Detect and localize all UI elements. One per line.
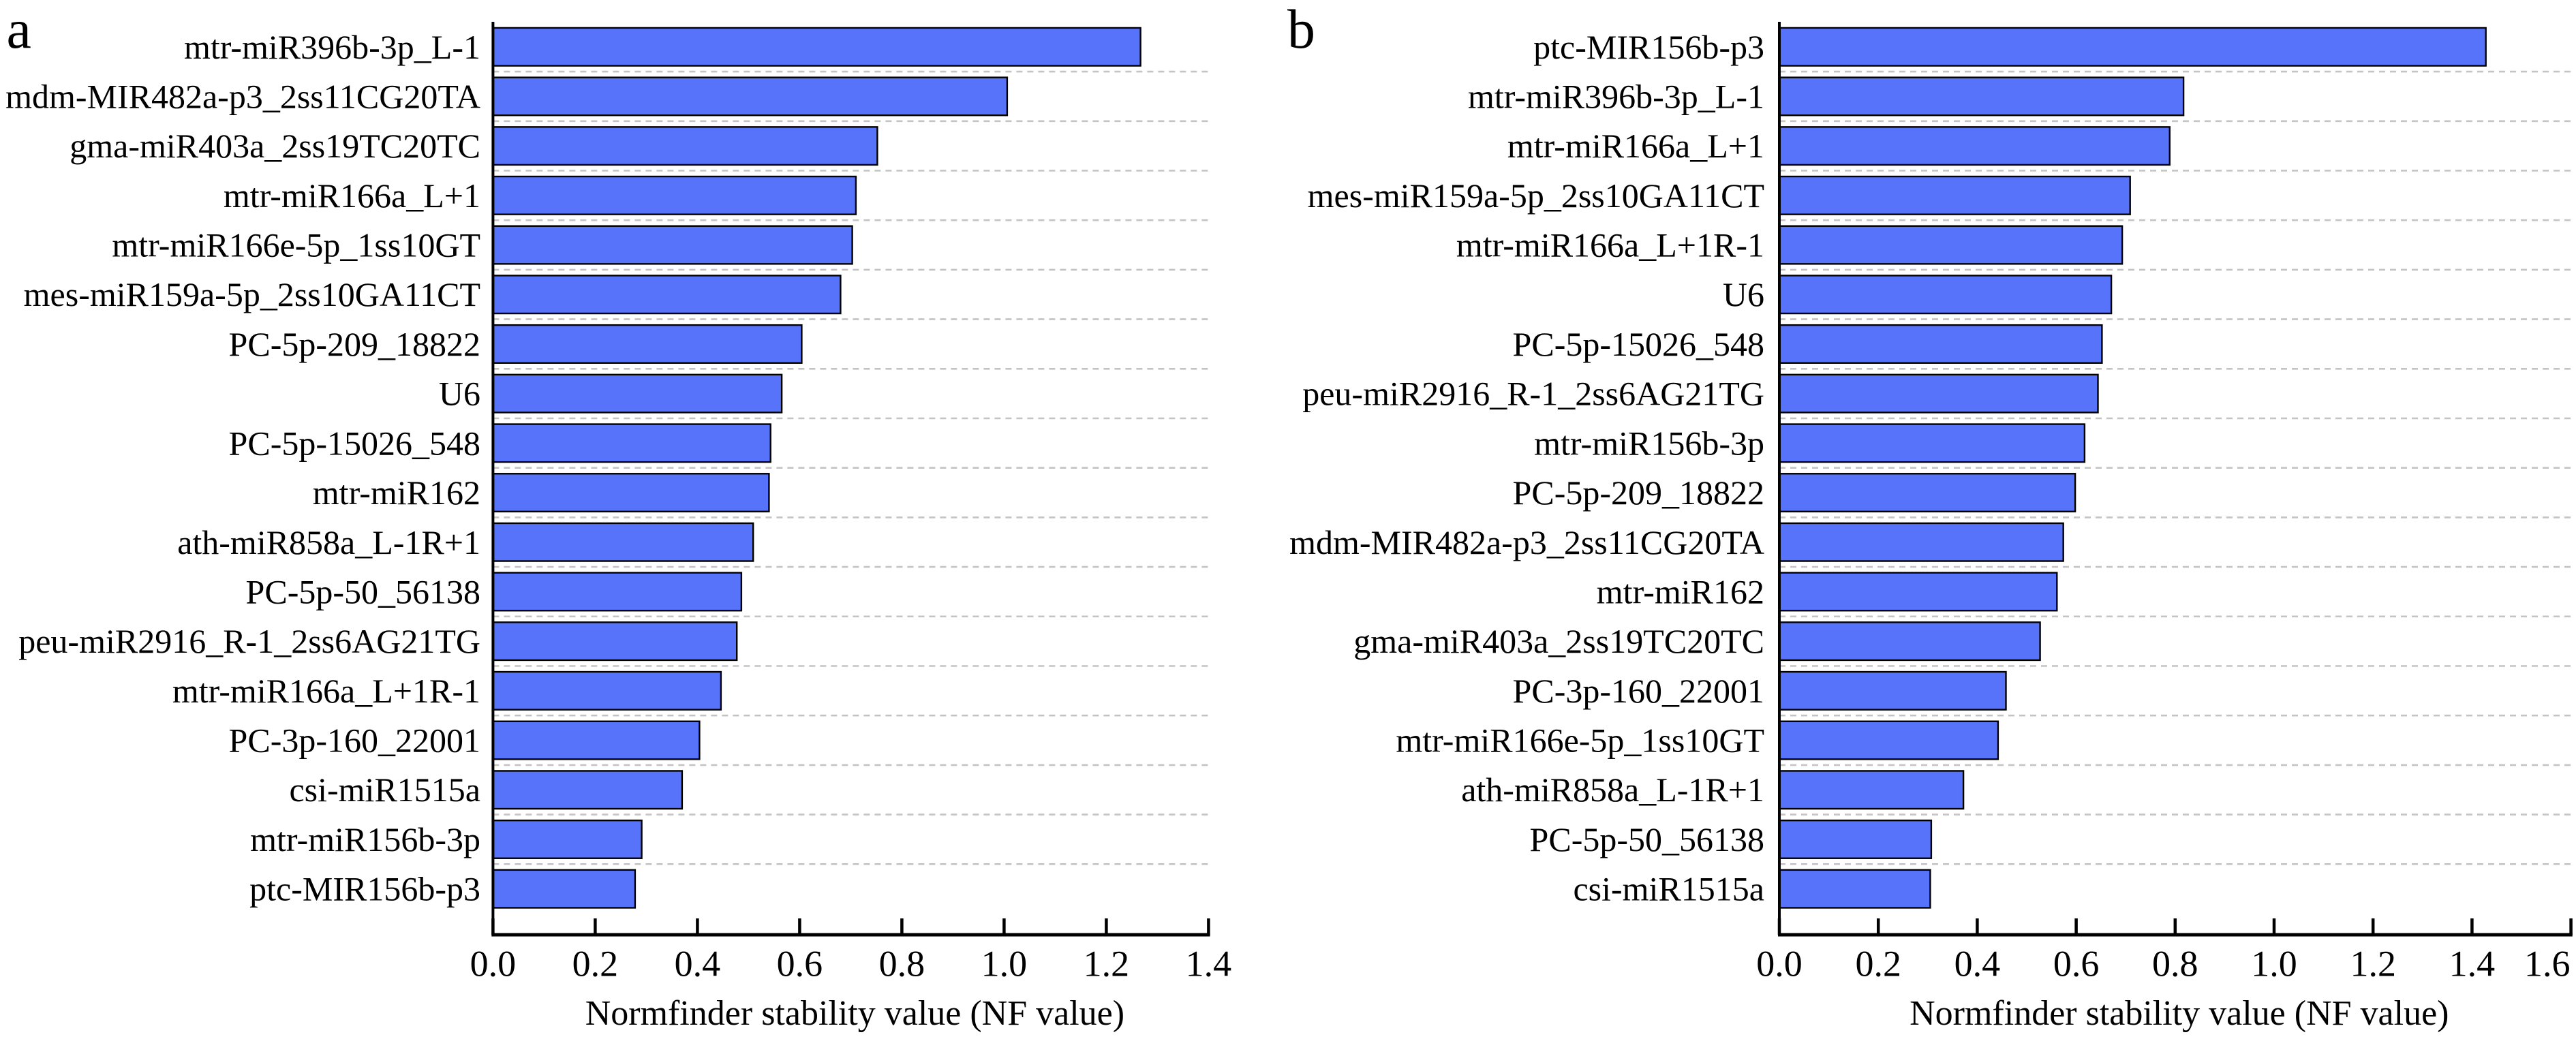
svg-text:peu-miR2916_R-1_2ss6AG21TG: peu-miR2916_R-1_2ss6AG21TG xyxy=(18,622,480,660)
svg-text:mtr-miR156b-3p: mtr-miR156b-3p xyxy=(250,820,480,858)
svg-text:ath-miR858a_L-1R+1: ath-miR858a_L-1R+1 xyxy=(1461,771,1764,809)
svg-text:1.2: 1.2 xyxy=(2350,944,2396,984)
svg-text:PC-5p-209_18822: PC-5p-209_18822 xyxy=(229,325,480,363)
svg-text:mtr-miR156b-3p: mtr-miR156b-3p xyxy=(1534,424,1764,462)
svg-text:0.6: 0.6 xyxy=(2053,944,2100,984)
svg-text:mtr-miR396b-3p_L-1: mtr-miR396b-3p_L-1 xyxy=(1468,77,1764,115)
svg-text:0.8: 0.8 xyxy=(879,944,925,984)
svg-text:gma-miR403a_2ss19TC20TC: gma-miR403a_2ss19TC20TC xyxy=(70,127,480,165)
svg-text:b: b xyxy=(1287,0,1315,60)
svg-text:mtr-miR166a_L+1: mtr-miR166a_L+1 xyxy=(1507,127,1764,165)
svg-text:PC-3p-160_22001: PC-3p-160_22001 xyxy=(229,722,480,760)
svg-text:gma-miR403a_2ss19TC20TC: gma-miR403a_2ss19TC20TC xyxy=(1353,622,1764,660)
svg-text:PC-5p-15026_548: PC-5p-15026_548 xyxy=(229,424,480,462)
svg-text:csi-miR1515a: csi-miR1515a xyxy=(289,771,480,809)
svg-text:PC-5p-50_56138: PC-5p-50_56138 xyxy=(1530,820,1764,858)
svg-text:peu-miR2916_R-1_2ss6AG21TG: peu-miR2916_R-1_2ss6AG21TG xyxy=(1302,375,1764,413)
svg-text:0.2: 0.2 xyxy=(1855,944,1901,984)
svg-text:0.4: 0.4 xyxy=(675,944,721,984)
svg-text:1.0: 1.0 xyxy=(2251,944,2297,984)
svg-text:U6: U6 xyxy=(439,375,480,413)
svg-text:1.2: 1.2 xyxy=(1084,944,1130,984)
svg-text:csi-miR1515a: csi-miR1515a xyxy=(1573,870,1764,908)
svg-text:U6: U6 xyxy=(1723,275,1764,313)
svg-text:0.0: 0.0 xyxy=(1756,944,1803,984)
svg-text:ptc-MIR156b-p3: ptc-MIR156b-p3 xyxy=(1533,28,1764,66)
svg-text:mtr-miR166e-5p_1ss10GT: mtr-miR166e-5p_1ss10GT xyxy=(112,226,480,264)
svg-text:mtr-miR162: mtr-miR162 xyxy=(1597,573,1764,611)
svg-text:ptc-MIR156b-p3: ptc-MIR156b-p3 xyxy=(249,870,480,908)
svg-text:ath-miR858a_L-1R+1: ath-miR858a_L-1R+1 xyxy=(177,523,480,561)
svg-text:mdm-MIR482a-p3_2ss11CG20TA: mdm-MIR482a-p3_2ss11CG20TA xyxy=(1289,523,1764,561)
svg-text:PC-5p-50_56138: PC-5p-50_56138 xyxy=(246,573,480,611)
svg-text:mtr-miR162: mtr-miR162 xyxy=(313,474,480,512)
svg-text:1.6: 1.6 xyxy=(2524,944,2571,984)
svg-text:PC-3p-160_22001: PC-3p-160_22001 xyxy=(1513,672,1764,710)
svg-text:mtr-miR166a_L+1R-1: mtr-miR166a_L+1R-1 xyxy=(172,672,480,710)
svg-text:mtr-miR396b-3p_L-1: mtr-miR396b-3p_L-1 xyxy=(184,28,480,66)
svg-text:0.2: 0.2 xyxy=(572,944,619,984)
svg-text:0.4: 0.4 xyxy=(1954,944,2001,984)
svg-text:0.0: 0.0 xyxy=(470,944,517,984)
svg-text:a: a xyxy=(7,0,31,60)
svg-text:Normfinder stability value (NF: Normfinder stability value (NF value) xyxy=(585,994,1124,1033)
svg-text:mes-miR159a-5p_2ss10GA11CT: mes-miR159a-5p_2ss10GA11CT xyxy=(24,275,480,313)
svg-text:0.8: 0.8 xyxy=(2152,944,2198,984)
svg-text:mtr-miR166e-5p_1ss10GT: mtr-miR166e-5p_1ss10GT xyxy=(1396,722,1764,760)
svg-text:mes-miR159a-5p_2ss10GA11CT: mes-miR159a-5p_2ss10GA11CT xyxy=(1308,176,1764,215)
svg-text:PC-5p-209_18822: PC-5p-209_18822 xyxy=(1513,474,1764,512)
svg-text:mtr-miR166a_L+1: mtr-miR166a_L+1 xyxy=(224,176,480,215)
svg-text:1.4: 1.4 xyxy=(2449,944,2496,984)
svg-text:1.0: 1.0 xyxy=(981,944,1028,984)
svg-text:0.6: 0.6 xyxy=(777,944,823,984)
svg-text:Normfinder stability value (NF: Normfinder stability value (NF value) xyxy=(1910,994,2449,1033)
svg-text:mdm-MIR482a-p3_2ss11CG20TA: mdm-MIR482a-p3_2ss11CG20TA xyxy=(5,77,480,115)
svg-text:1.4: 1.4 xyxy=(1186,944,1232,984)
svg-text:PC-5p-15026_548: PC-5p-15026_548 xyxy=(1513,325,1764,363)
svg-text:mtr-miR166a_L+1R-1: mtr-miR166a_L+1R-1 xyxy=(1456,226,1764,264)
